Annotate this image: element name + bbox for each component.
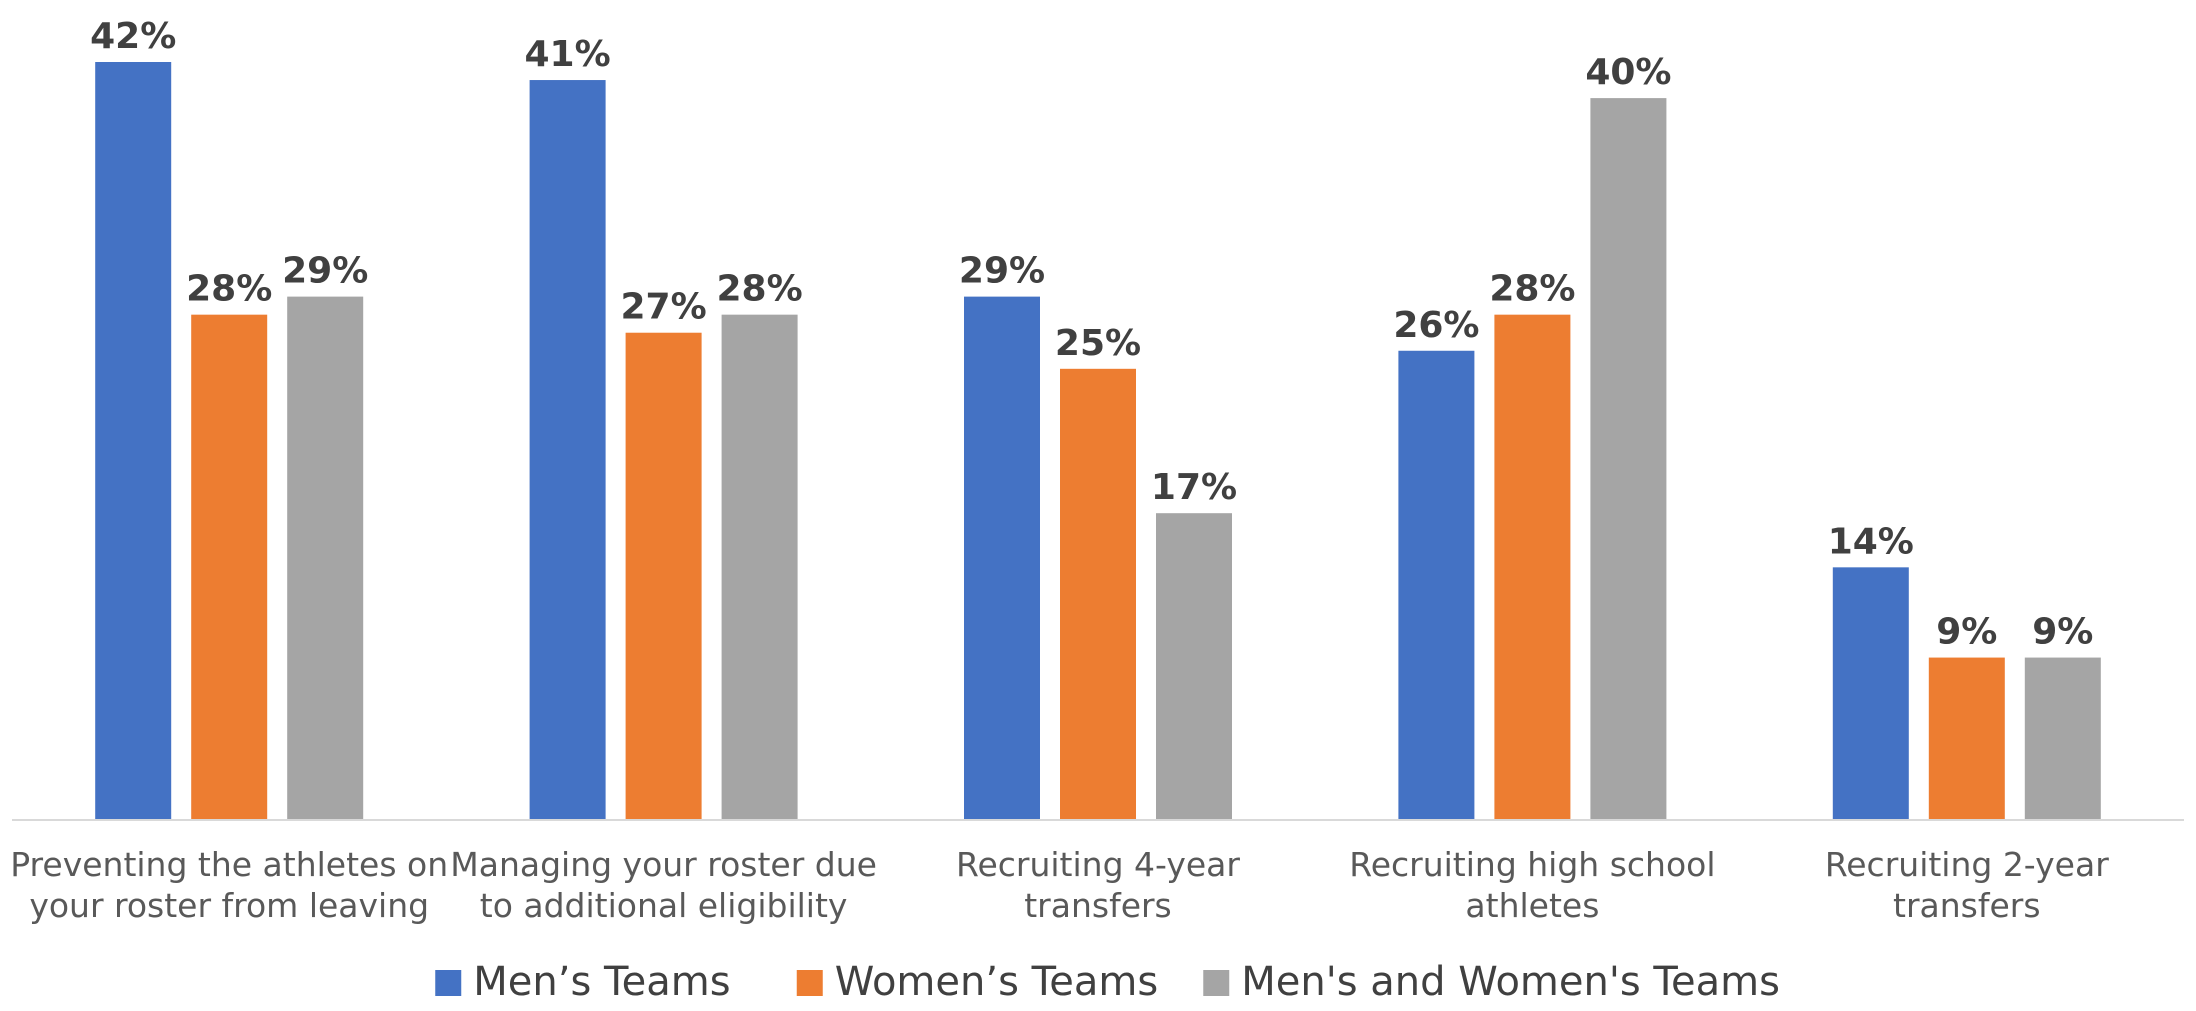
legend-item-men-s-and-women-s-teams: Men's and Women's Teams — [1203, 959, 1780, 1005]
bar-women-s-teams-3 — [1060, 368, 1136, 820]
category-labels-group: Preventing the athletes on your roster fr… — [10, 845, 2109, 925]
legend: Men’s Teams Women’s Teams Men's and Women'… — [435, 959, 1780, 1005]
data-label-men-s-and-women-s-teams-4: 40% — [1585, 52, 1671, 93]
legend-swatch-men-s-teams — [435, 970, 462, 996]
bar-women-s-teams-1 — [191, 314, 268, 820]
legend-item-women-s-teams: Women’s Teams — [796, 959, 1158, 1005]
legend-label-women-s-teams: Women’s Teams — [835, 959, 1158, 1005]
data-label-men-s-teams-1: 42% — [90, 16, 176, 57]
data-label-men-s-and-women-s-teams-2: 28% — [717, 269, 803, 310]
legend-label-men-s-and-women-s-teams: Men's and Women's Teams — [1241, 959, 1780, 1005]
bar-men-s-and-women-s-teams-2 — [721, 314, 798, 820]
data-labels-group: 42%28% 29%41%27% 28% 29%25%17%26%28%40%14%9… — [90, 16, 2093, 653]
data-label-men-s-and-women-s-teams-1: 29% — [282, 251, 368, 292]
bar-women-s-teams-2 — [625, 332, 702, 820]
data-label-men-s-and-women-s-teams-3: 17% — [1151, 467, 1237, 508]
legend-swatch-men-s-and-women-s-teams — [1203, 970, 1230, 996]
bar-men-s-and-women-s-teams-3 — [1156, 513, 1232, 820]
bar-men-s-and-women-s-teams-4 — [1590, 98, 1667, 821]
data-label-men-s-and-women-s-teams-5: 9% — [2032, 612, 2093, 653]
bars-group — [95, 62, 2101, 821]
bar-women-s-teams-5 — [1928, 657, 2005, 820]
data-label-women-s-teams-5: 9% — [1936, 612, 1997, 653]
bar-women-s-teams-4 — [1494, 314, 1571, 820]
data-label-women-s-teams-2: 27% — [621, 287, 707, 328]
legend-swatch-women-s-teams — [796, 970, 823, 996]
bar-men-s-teams-2 — [529, 80, 606, 821]
bar-men-s-and-women-s-teams-1 — [287, 296, 364, 821]
data-label-women-s-teams-1: 28% — [186, 269, 272, 310]
bar-men-s-and-women-s-teams-5 — [2024, 657, 2101, 820]
data-label-men-s-teams-3: 29% — [959, 251, 1045, 292]
legend-item-men-s-teams: Men’s Teams — [435, 959, 731, 1005]
legend-label-men-s-teams: Men’s Teams — [473, 959, 730, 1005]
category-label-2: Managing your roster due to additional el… — [450, 845, 877, 925]
data-label-men-s-teams-5: 14% — [1828, 521, 1914, 562]
category-label-4: Recruiting high school athletes — [1349, 845, 1715, 925]
bar-men-s-teams-5 — [1832, 567, 1909, 820]
category-label-1: Preventing the athletes on your roster fr… — [10, 845, 448, 925]
data-label-women-s-teams-4: 28% — [1489, 269, 1575, 310]
bar-men-s-teams-3 — [964, 296, 1040, 821]
data-label-men-s-teams-4: 26% — [1393, 305, 1479, 346]
category-label-5: Recruiting 2-year transfers — [1825, 845, 2109, 925]
bar-men-s-teams-4 — [1398, 350, 1475, 820]
bar-men-s-teams-1 — [95, 62, 172, 820]
data-label-men-s-teams-2: 41% — [525, 34, 611, 75]
data-label-women-s-teams-3: 25% — [1055, 323, 1141, 364]
category-label-3: Recruiting 4-year transfers — [956, 845, 1240, 925]
